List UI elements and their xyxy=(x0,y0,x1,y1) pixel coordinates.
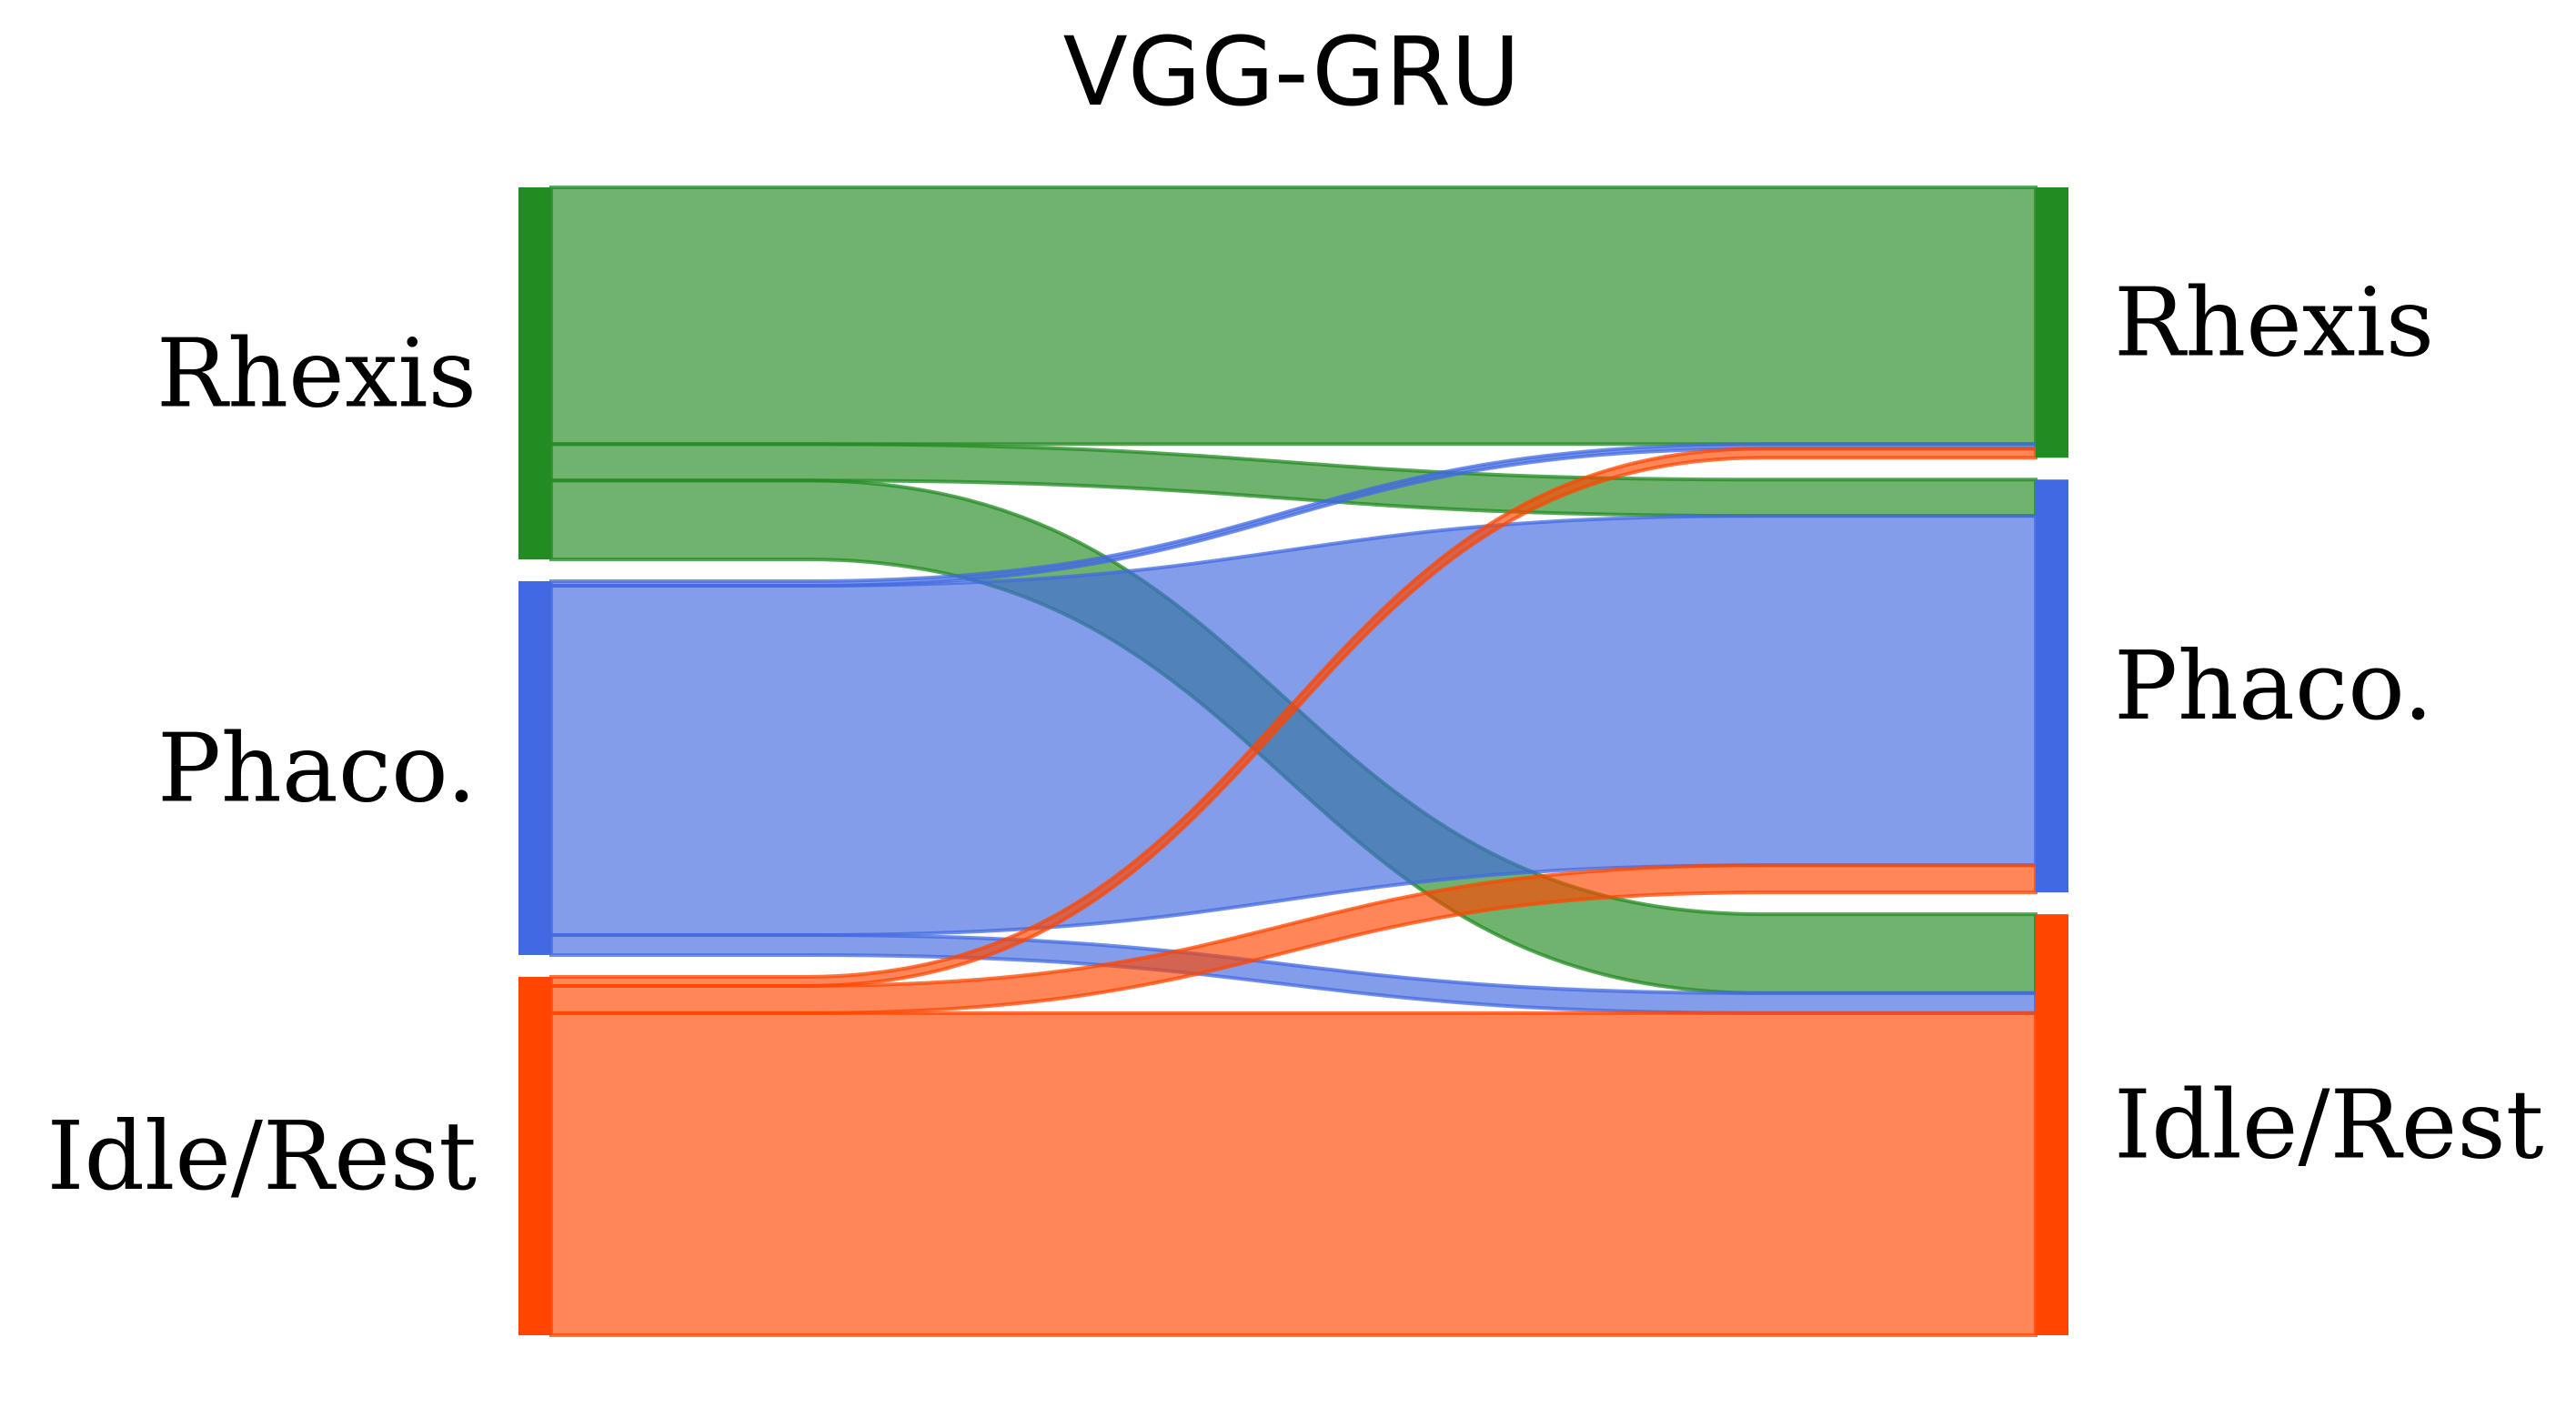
target-node-phaco xyxy=(2036,479,2068,893)
chart-title: VGG-GRU xyxy=(1063,16,1521,127)
source-label-idle-rest: Idle/Rest xyxy=(46,1101,477,1212)
source-node-rhexis xyxy=(518,187,551,559)
flow-idle-rest-to-phaco xyxy=(549,863,2038,1015)
target-label-idle-rest: Idle/Rest xyxy=(2114,1070,2544,1181)
target-label-phaco: Phaco. xyxy=(2114,630,2433,741)
category-nodes xyxy=(518,187,2068,1335)
target-node-idle-rest xyxy=(2036,914,2068,1335)
target-node-rhexis xyxy=(2036,187,2068,458)
source-label-phaco: Phaco. xyxy=(157,712,477,823)
source-node-phaco xyxy=(518,580,551,955)
category-labels: Rhexis Phaco. Idle/Rest Rhexis Phaco. Idle/Re… xyxy=(46,267,2543,1212)
target-label-rhexis: Rhexis xyxy=(2114,267,2434,378)
source-node-idle-rest xyxy=(518,976,551,1335)
flow-idle-rest-to-idle-rest xyxy=(549,1011,2038,1338)
flow-rhexis-to-rhexis xyxy=(549,185,2038,447)
flow-links xyxy=(549,185,2038,1338)
source-label-rhexis: Rhexis xyxy=(156,317,477,428)
